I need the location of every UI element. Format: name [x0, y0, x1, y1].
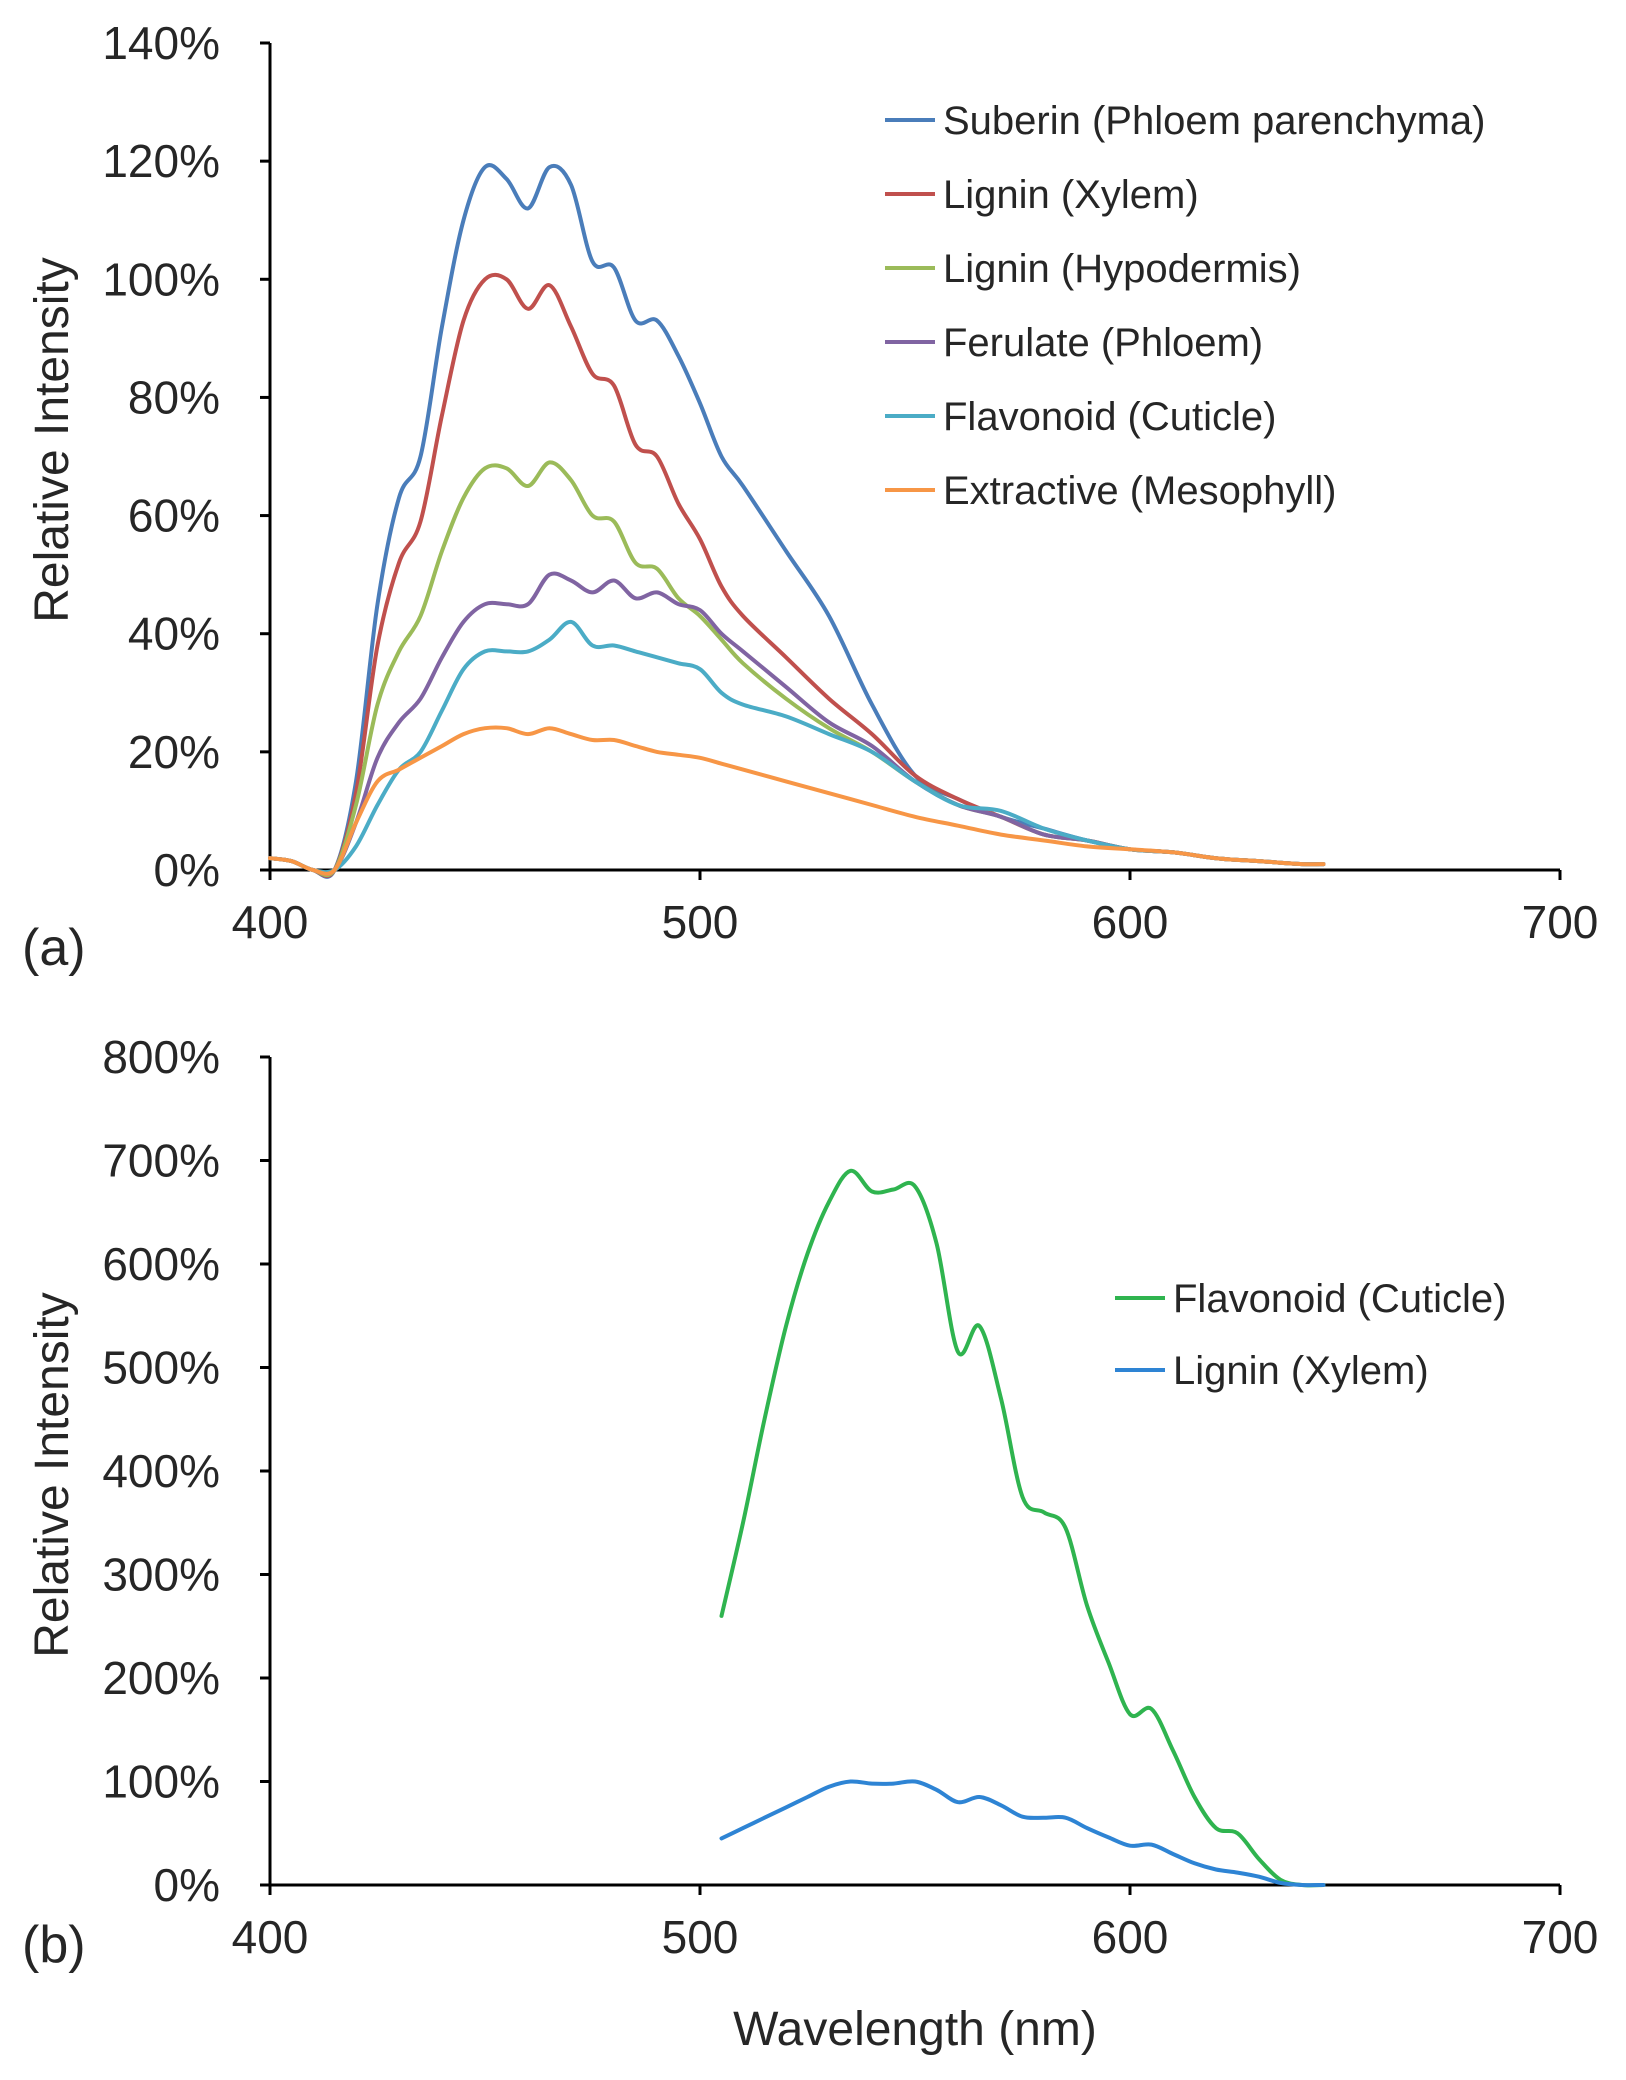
panel-b-x-axis-title: Wavelength (nm): [733, 2003, 1097, 2056]
panel-b-label: (b): [22, 1916, 86, 1974]
panel-b-y-tick-label: 200%: [102, 1652, 220, 1704]
panel-a-series-flavonoid-cuticle: [268, 619, 1326, 875]
panel-a-y-ticks: 0% 20% 40% 60% 80% 100% 120% 140%: [102, 17, 270, 896]
panel-b-y-tick-label: 300%: [102, 1549, 220, 1601]
panel-b-series-flavonoid-cuticle: [719, 1168, 1326, 1888]
panel-a-y-tick-label: 80%: [128, 371, 220, 423]
panel-a-legend: Suberin (Phloem parenchyma) Lignin (Xylem…: [885, 99, 1485, 513]
panel-b-legend-label: Flavonoid (Cuticle): [1173, 1277, 1506, 1321]
panel-a-legend-item: Lignin (Hypodermis): [885, 247, 1301, 291]
panel-b-y-tick-label: 500%: [102, 1342, 220, 1394]
panel-b-x-ticks: 400 500 600 700: [232, 1885, 1599, 1963]
panel-a-legend-label: Lignin (Hypodermis): [943, 247, 1301, 291]
panel-b-x-tick-label: 500: [662, 1911, 739, 1963]
panel-a-y-tick-label: 0%: [154, 844, 220, 896]
panel-a-legend-label: Flavonoid (Cuticle): [943, 395, 1276, 439]
panel-a-x-tick-label: 700: [1522, 896, 1599, 948]
panel-a-y-tick-label: 140%: [102, 17, 220, 69]
panel-a-x-tick-label: 600: [1092, 896, 1169, 948]
panel-b-x-tick-label: 400: [232, 1911, 309, 1963]
panel-b-series: [719, 1168, 1326, 1888]
panel-b-x-tick-label: 600: [1092, 1911, 1169, 1963]
panel-a-series-ferulate-phloem: [268, 571, 1326, 876]
panel-b-y-tick-label: 700%: [102, 1135, 220, 1187]
panel-b-chart: (b) Relative Intensity Wavelength (nm) 0…: [22, 1031, 1598, 2056]
panel-a-legend-label: Extractive (Mesophyll): [943, 469, 1336, 513]
panel-b-x-tick-label: 700: [1522, 1911, 1599, 1963]
panel-a-x-tick-label: 500: [662, 896, 739, 948]
panel-b-y-axis-title: Relative Intensity: [26, 1292, 79, 1658]
panel-a-x-ticks: 400 500 600 700: [232, 870, 1599, 948]
panel-a-legend-item: Extractive (Mesophyll): [885, 469, 1336, 513]
panel-a-legend-item: Flavonoid (Cuticle): [885, 395, 1276, 439]
panel-b-y-ticks: 0% 100% 200% 300% 400% 500% 600% 700% 800%: [102, 1031, 270, 1911]
panel-a-y-tick-label: 40%: [128, 608, 220, 660]
panel-a-legend-label: Lignin (Xylem): [943, 173, 1199, 217]
panel-a-y-tick-label: 20%: [128, 726, 220, 778]
panel-a-legend-label: Suberin (Phloem parenchyma): [943, 99, 1485, 143]
panel-b-series-lignin-xylem: [719, 1779, 1326, 1888]
panel-b-y-tick-label: 400%: [102, 1445, 220, 1497]
panel-a-y-axis-title: Relative Intensity: [26, 257, 79, 623]
panel-b-legend: Flavonoid (Cuticle) Lignin (Xylem): [1115, 1277, 1506, 1393]
panel-a-series-extractive-mesophyll: [268, 725, 1326, 876]
panel-a-y-tick-label: 100%: [102, 253, 220, 305]
panel-a-legend-label: Ferulate (Phloem): [943, 321, 1263, 365]
panel-a-y-tick-label: 60%: [128, 490, 220, 542]
panel-b-y-tick-label: 600%: [102, 1238, 220, 1290]
panel-a-legend-item: Lignin (Xylem): [885, 173, 1199, 217]
panel-a-legend-item: Suberin (Phloem parenchyma): [885, 99, 1485, 143]
panel-a-x-tick-label: 400: [232, 896, 309, 948]
panel-b-legend-item: Lignin (Xylem): [1115, 1349, 1429, 1393]
panel-b-y-tick-label: 100%: [102, 1756, 220, 1808]
panel-b-legend-label: Lignin (Xylem): [1173, 1349, 1429, 1393]
panel-a-series: [268, 163, 1326, 879]
panel-b-y-tick-label: 800%: [102, 1031, 220, 1083]
panel-a-legend-item: Ferulate (Phloem): [885, 321, 1263, 365]
panel-b-y-tick-label: 0%: [154, 1859, 220, 1911]
panel-a-chart: (a) Relative Intensity 0% 20% 40% 60% 80% 100…: [22, 17, 1598, 977]
panel-b-legend-item: Flavonoid (Cuticle): [1115, 1277, 1506, 1321]
panel-a-label: (a): [22, 919, 86, 977]
panel-a-y-tick-label: 120%: [102, 135, 220, 187]
